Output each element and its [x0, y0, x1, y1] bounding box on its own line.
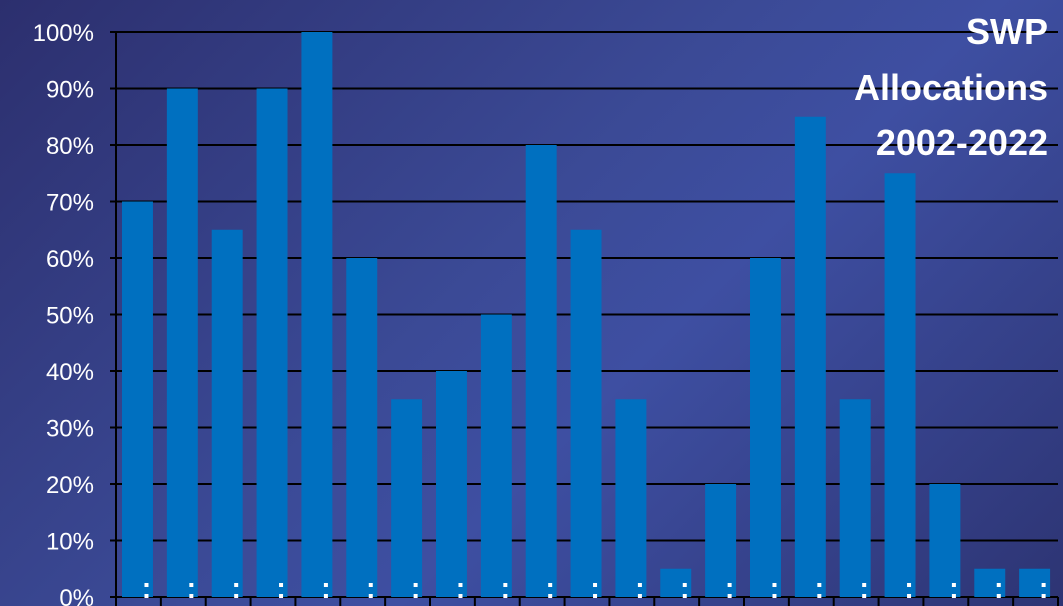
category-label-dot [144, 583, 149, 587]
category-label-dot [682, 583, 687, 587]
category-label-dot [907, 594, 912, 598]
category-label-dot [817, 594, 822, 598]
category-label-dot [323, 583, 328, 587]
category-label-dot [503, 594, 508, 598]
bar-2010 [480, 314, 512, 597]
y-axis-ticks: 0% 10% 20% 30% 40% 50% 60% 70% 80% 90% 100% [33, 20, 94, 606]
category-label-dot [368, 594, 373, 598]
category-label-dot [234, 594, 239, 598]
category-label-dot [682, 594, 687, 598]
bar-2018 [839, 399, 871, 597]
bar-2006 [301, 32, 333, 597]
category-label-dot [458, 594, 463, 598]
category-label-dot [593, 583, 598, 587]
category-label-dot [548, 594, 553, 598]
category-label-dot [996, 594, 1001, 598]
y-tick-label: 10% [46, 529, 94, 556]
bar-2017 [794, 116, 826, 597]
bar-2014 [660, 568, 692, 597]
bar-2022 [1019, 568, 1051, 597]
category-label-dot [189, 583, 194, 587]
category-label-dot [413, 583, 418, 587]
chart-title: SWP Allocations 2002-2022 [854, 11, 1048, 163]
category-label-dot [234, 583, 239, 587]
category-label-dot [951, 594, 956, 598]
bar-2020 [929, 484, 961, 597]
bar-2011 [525, 145, 557, 597]
category-label-dot [727, 594, 732, 598]
bar-2015 [705, 484, 737, 597]
category-label-dot [548, 583, 553, 587]
category-label-dot [727, 583, 732, 587]
y-tick-label: 60% [46, 246, 94, 273]
category-label-dot [368, 583, 373, 587]
category-label-dot [144, 594, 149, 598]
y-tick-label: 40% [46, 359, 94, 386]
category-label-dot [637, 583, 642, 587]
category-label-dot [323, 594, 328, 598]
category-label-dot [593, 594, 598, 598]
bar-2016 [750, 258, 781, 597]
category-label-dot [996, 583, 1001, 587]
bar-2003 [166, 88, 198, 597]
bars [122, 32, 1051, 598]
y-tick-label: 50% [46, 303, 94, 330]
chart-title-line: Allocations [854, 67, 1048, 108]
y-tick-label: 0% [59, 585, 94, 606]
category-label-dot [862, 583, 867, 587]
category-label-dot [907, 583, 912, 587]
bar-2008 [391, 399, 423, 597]
bar-2019 [884, 173, 916, 597]
category-label-dot [279, 583, 284, 587]
category-label-dot [637, 594, 642, 598]
bar-2005 [256, 88, 288, 597]
category-label-dot [279, 594, 284, 598]
chart-title-line: 2002-2022 [876, 122, 1048, 163]
bar-2009 [436, 371, 467, 597]
category-label-dot [413, 594, 418, 598]
chart-title-line: SWP [966, 11, 1048, 52]
bar-2012 [570, 229, 602, 597]
category-label-dot [503, 583, 508, 587]
category-label-dot [189, 594, 194, 598]
bar-2002 [122, 201, 153, 597]
y-tick-label: 70% [46, 190, 94, 217]
bar-2013 [615, 399, 647, 597]
category-label-dot [772, 594, 777, 598]
category-label-dot [1041, 583, 1046, 587]
y-tick-label: 30% [46, 416, 94, 443]
bar-2004 [211, 229, 243, 597]
category-label-dot [458, 583, 463, 587]
y-tick-label: 80% [46, 133, 94, 160]
y-tick-label: 90% [46, 77, 94, 104]
y-tick-label: 20% [46, 472, 94, 499]
bar-2007 [346, 258, 378, 597]
category-label-dot [772, 583, 777, 587]
bar-2021 [974, 568, 1006, 597]
category-label-dot [1041, 594, 1046, 598]
category-label-dot [862, 594, 867, 598]
y-tick-label: 100% [33, 20, 94, 47]
category-label-dot [817, 583, 822, 587]
category-label-dot [951, 583, 956, 587]
